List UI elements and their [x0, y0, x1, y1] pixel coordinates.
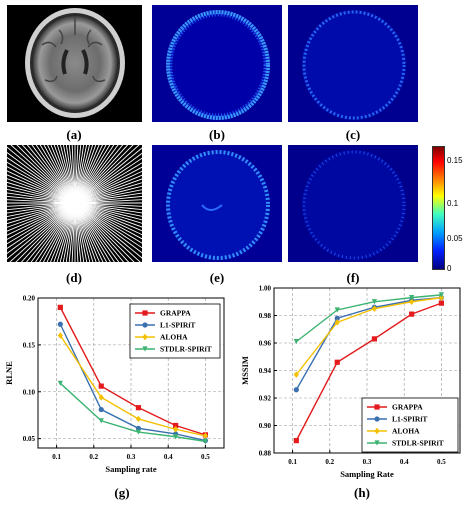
x-tick-label: 0.2 [89, 453, 98, 461]
data-point [374, 404, 380, 410]
caption-e: (e) [209, 270, 225, 285]
data-point [98, 394, 104, 401]
y-tick-label: 0.90 [259, 422, 272, 430]
data-point [438, 300, 444, 306]
y-tick-label: 0.10 [23, 388, 36, 396]
series-line [295, 294, 442, 343]
data-point [334, 307, 340, 313]
data-point [438, 292, 444, 298]
rlne-chart: 0.1 0.2 0.3 0.4 0.5 0.05 0.10 0.15 0.20 Sampling … [4, 295, 225, 474]
data-point [293, 438, 299, 444]
brain-mri-image [7, 5, 142, 122]
colorbar-tick: 0 [447, 264, 452, 273]
data-point [135, 429, 142, 435]
y-axis-label: MSSIM [240, 356, 250, 385]
error-map-c [288, 5, 418, 122]
colorbar [432, 146, 445, 270]
data-point [142, 322, 148, 328]
caption-d: (d) [66, 270, 82, 285]
data-point [173, 426, 179, 433]
x-tick-label: 0.5 [437, 458, 446, 466]
data-point [142, 333, 148, 341]
data-point [142, 346, 148, 352]
x-axis-label: Sampling Rate [340, 469, 394, 479]
caption-f: (f) [346, 270, 360, 285]
x-tick-label: 0.3 [127, 453, 136, 461]
data-point [374, 416, 380, 422]
caption-g: (g) [114, 485, 130, 500]
y-tick-label: 0.96 [259, 340, 272, 348]
x-tick-label: 0.5 [201, 453, 210, 461]
radial-sampling-mask [7, 145, 142, 262]
error-map-f [288, 145, 418, 262]
data-point [57, 321, 63, 327]
data-point [334, 359, 340, 365]
data-point [57, 332, 63, 339]
data-point [374, 427, 380, 435]
y-tick-label: 1.00 [259, 285, 272, 293]
data-point [334, 315, 340, 321]
x-tick-label: 0.1 [288, 458, 297, 466]
legend-label: ALOHA [392, 427, 420, 436]
colorbar-tick: 0.1 [447, 199, 459, 208]
error-map-e [152, 145, 282, 262]
colorbar-tick: 0.15 [447, 156, 463, 165]
x-tick-label: 0.4 [400, 458, 409, 466]
y-tick-label: 0.15 [23, 341, 36, 349]
data-point [57, 380, 63, 386]
y-axis-label: RLNE [4, 361, 14, 385]
data-point [173, 434, 179, 440]
data-point [202, 438, 208, 445]
x-axis-label: Sampling rate [105, 464, 156, 474]
caption-b: (b) [209, 127, 225, 142]
legend-label: GRAPPA [392, 403, 423, 412]
sampling-line [7, 199, 142, 207]
legend-label: L1-SPIRiT [392, 415, 427, 424]
legend-label: GRAPPA [160, 309, 191, 318]
data-point [98, 418, 104, 424]
data-point [142, 310, 148, 316]
legend-label: L1-SPIRiT [160, 321, 195, 330]
x-tick-label: 0.4 [164, 453, 173, 461]
x-tick-label: 0.3 [363, 458, 372, 466]
data-point [135, 405, 142, 411]
data-point [409, 295, 415, 301]
y-tick-label: 0.88 [259, 450, 272, 458]
y-tick-label: 0.92 [259, 395, 272, 403]
data-point [98, 406, 104, 413]
caption-h: (h) [354, 485, 370, 500]
legend-label: ALOHA [160, 333, 188, 342]
y-tick-label: 0.94 [259, 367, 272, 375]
data-point [409, 311, 415, 317]
data-point [293, 339, 299, 345]
data-point [371, 299, 378, 305]
y-tick-label: 0.05 [23, 435, 36, 443]
data-point [438, 294, 444, 301]
data-point [98, 383, 104, 389]
data-point [371, 305, 378, 312]
legend-label: STDLR-SPIRiT [392, 439, 444, 448]
data-point [374, 440, 380, 446]
data-point [202, 432, 208, 440]
mssim-chart: 0.1 0.2 0.3 0.4 0.5 0.88 0.90 0.92 0.94 0.96 0.98 1… [240, 285, 461, 479]
error-map-b [152, 5, 282, 122]
x-tick-label: 0.1 [52, 453, 61, 461]
x-tick-label: 0.2 [325, 458, 334, 466]
data-point [135, 415, 142, 423]
legend-label: STDLR-SPIRiT [160, 345, 212, 354]
data-point [371, 336, 378, 342]
data-point [57, 304, 63, 310]
caption-c: (c) [345, 127, 361, 142]
data-point [173, 422, 179, 429]
y-tick-label: 0.98 [259, 312, 272, 320]
data-point [293, 387, 299, 393]
caption-a: (a) [66, 127, 82, 142]
colorbar-tick: 0.05 [447, 234, 463, 243]
y-tick-label: 0.20 [23, 295, 36, 303]
